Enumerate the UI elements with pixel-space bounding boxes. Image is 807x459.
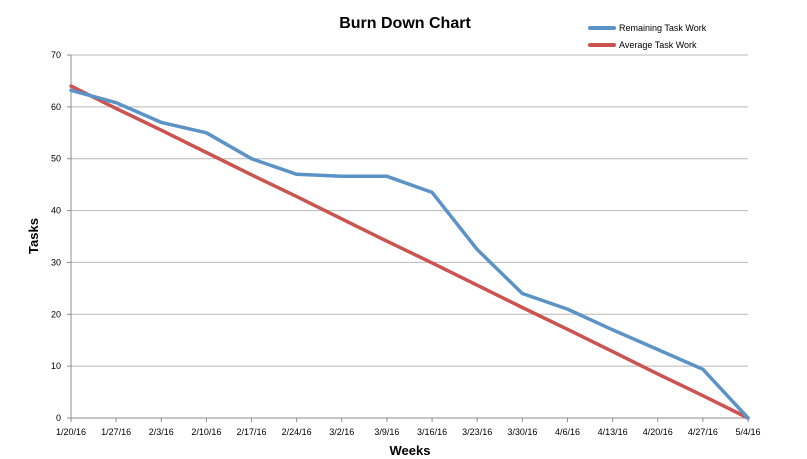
legend-label-average-task-work: Average Task Work xyxy=(619,40,697,50)
y-tick-label-60: 60 xyxy=(51,102,61,112)
x-tick-label-4: 2/17/16 xyxy=(237,427,267,437)
series-line-average-task-work xyxy=(69,84,750,420)
y-tick-label-70: 70 xyxy=(51,50,61,60)
y-axis-title: Tasks xyxy=(26,218,41,254)
y-tick-label-0: 0 xyxy=(56,413,61,423)
x-tick-label-2: 2/3/16 xyxy=(149,427,174,437)
x-tick-label-0: 1/20/16 xyxy=(56,427,86,437)
x-tick-label-10: 3/30/16 xyxy=(507,427,537,437)
x-tick-label-12: 4/13/16 xyxy=(598,427,628,437)
tick-labels: 0 10 20 30 40 50 60 70 1/20/16 1/27/16 2/3/16 2/10/… xyxy=(51,50,761,437)
x-tick-label-14: 4/27/16 xyxy=(688,427,718,437)
x-tick-label-13: 4/20/16 xyxy=(643,427,673,437)
y-tick-label-50: 50 xyxy=(51,154,61,164)
x-tick-label-1: 1/27/16 xyxy=(101,427,131,437)
x-tick-label-3: 2/10/16 xyxy=(191,427,221,437)
axes xyxy=(67,54,749,422)
series-lines xyxy=(69,84,750,420)
legend: Remaining Task Work Average Task Work xyxy=(588,23,707,50)
x-tick-label-8: 3/16/16 xyxy=(417,427,447,437)
x-tick-label-11: 4/6/16 xyxy=(555,427,580,437)
x-tick-label-7: 3/9/16 xyxy=(374,427,399,437)
grid-lines xyxy=(71,54,748,367)
y-tick-label-30: 30 xyxy=(51,257,61,267)
x-axis-title: Weeks xyxy=(390,443,431,458)
x-tick-label-15: 5/4/16 xyxy=(735,427,760,437)
x-tick-label-9: 3/23/16 xyxy=(462,427,492,437)
x-tick-label-5: 2/24/16 xyxy=(282,427,312,437)
y-tick-label-20: 20 xyxy=(51,309,61,319)
x-tick-label-6: 3/2/16 xyxy=(329,427,354,437)
series-line-remaining-task-work xyxy=(69,88,750,420)
y-tick-label-40: 40 xyxy=(51,206,61,216)
legend-label-remaining-task-work: Remaining Task Work xyxy=(619,23,707,33)
chart-title: Burn Down Chart xyxy=(339,15,471,32)
y-tick-label-10: 10 xyxy=(51,361,61,371)
